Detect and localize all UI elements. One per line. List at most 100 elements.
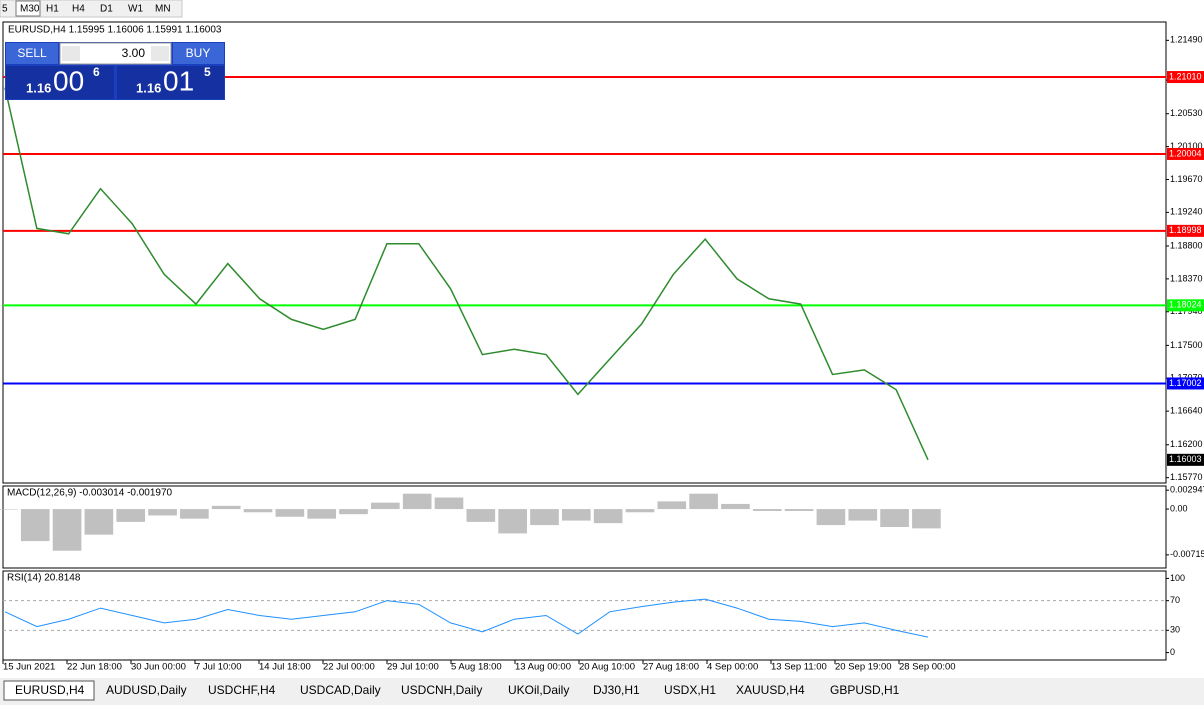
y-tick-label: -0.00715 — [1170, 549, 1204, 559]
y-tick-label: 100 — [1170, 573, 1185, 583]
bid-box[interactable] — [6, 66, 114, 99]
timeframe-button[interactable]: D1 — [100, 4, 113, 15]
x-tick-label: 30 Jun 00:00 — [131, 662, 186, 673]
tab-label[interactable]: UKOil,Daily — [508, 683, 569, 697]
tab-label[interactable]: EURUSD,H4 — [15, 683, 85, 697]
tab-label[interactable]: USDX,H1 — [664, 683, 716, 697]
sell-label[interactable]: SELL — [17, 46, 47, 60]
tab-label[interactable]: USDCHF,H4 — [208, 683, 276, 697]
tab-label[interactable]: XAUUSD,H4 — [736, 683, 805, 697]
macd-bar — [402, 493, 432, 510]
level-price-box — [1167, 377, 1204, 390]
macd-bar — [689, 493, 718, 510]
tab-label[interactable]: AUDUSD,Daily — [106, 683, 187, 697]
y-tick-label: 1.21490 — [1170, 35, 1203, 45]
macd-bar — [434, 497, 464, 510]
ask-point: 5 — [204, 65, 211, 79]
tab[interactable] — [500, 681, 581, 700]
x-tick-label: 20 Sep 19:00 — [835, 662, 892, 673]
current-price-box — [1167, 453, 1204, 466]
x-tick-label: 28 Sep 00:00 — [899, 662, 956, 673]
macd-bar — [116, 509, 146, 522]
sell-button[interactable] — [6, 43, 58, 64]
tab-label[interactable]: USDCAD,Daily — [300, 683, 381, 697]
macd-bar — [530, 509, 559, 526]
x-tick-label: 15 Jun 2021 — [3, 662, 55, 673]
macd-bar — [848, 509, 878, 521]
y-tick-label: 1.16640 — [1170, 406, 1203, 416]
timeframe-button[interactable]: W1 — [128, 4, 143, 15]
y-tick-label: 70 — [1170, 595, 1180, 605]
macd-bar — [243, 509, 273, 513]
one-click-trading: SELL 3.00 BUY 1.16 00 6 1.16 01 5 — [5, 42, 225, 100]
level-price-box — [1167, 224, 1204, 237]
macd-bar — [816, 509, 846, 526]
x-tick-label: 13 Aug 00:00 — [515, 662, 571, 673]
macd-bar — [657, 501, 687, 510]
macd-bar — [371, 502, 400, 510]
buy-label[interactable]: BUY — [186, 46, 211, 60]
y-tick-label: 1.15770 — [1170, 472, 1203, 482]
lots-down[interactable] — [62, 46, 80, 61]
macd-bar — [180, 509, 209, 519]
macd-bar — [275, 509, 305, 517]
y-tick-label: 1.19670 — [1170, 174, 1203, 184]
x-tick-label: 5 Aug 18:00 — [451, 662, 502, 673]
tab[interactable] — [656, 681, 724, 700]
timeframe-active[interactable] — [15, 0, 41, 17]
y-tick-label: 0.002947 — [1170, 485, 1204, 495]
macd-bar — [912, 509, 941, 529]
timeframe-button[interactable]: 5 — [2, 4, 8, 15]
x-tick-label: 7 Jul 10:00 — [195, 662, 241, 673]
level-price-label: 1.21010 — [1169, 71, 1202, 81]
timeframe-button[interactable]: MN — [155, 4, 171, 15]
tab[interactable] — [728, 681, 818, 700]
y-tick-label: 1.20530 — [1170, 108, 1203, 118]
macd-bar — [466, 509, 496, 522]
tab-label[interactable]: GBPUSD,H1 — [830, 683, 900, 697]
x-tick-label: 13 Sep 11:00 — [771, 662, 827, 673]
y-tick-label: 1.16200 — [1170, 439, 1203, 449]
level-price-box — [1167, 299, 1204, 312]
price-pane — [2, 21, 1167, 484]
timeframe-button[interactable]: H4 — [72, 4, 85, 15]
macd-bar — [593, 509, 623, 524]
lots-value[interactable]: 3.00 — [122, 46, 146, 60]
tab[interactable] — [822, 681, 908, 700]
macd-bar — [211, 505, 241, 510]
x-tick-label: 22 Jun 18:00 — [67, 662, 122, 673]
tab[interactable] — [200, 681, 288, 700]
tab[interactable] — [292, 681, 389, 700]
lots-up[interactable] — [151, 46, 169, 61]
y-tick-label: 30 — [1170, 625, 1180, 635]
tab[interactable] — [585, 681, 652, 700]
ask-box[interactable] — [117, 66, 224, 99]
timeframe-button[interactable]: H1 — [46, 4, 59, 15]
bid-big: 1.16 — [26, 80, 51, 95]
x-tick-label: 22 Jul 00:00 — [323, 662, 375, 673]
tab[interactable] — [98, 681, 196, 700]
macd-bar — [0, 509, 18, 510]
tab-label[interactable]: USDCNH,Daily — [401, 683, 482, 697]
lots-field[interactable] — [59, 42, 172, 65]
macd-bar — [339, 509, 368, 515]
price-line — [4, 87, 929, 461]
tab[interactable] — [3, 680, 95, 701]
macd-bar — [880, 509, 909, 527]
buy-button[interactable] — [173, 43, 224, 64]
y-tick-label: 0 — [1170, 647, 1175, 657]
level-price-label: 1.18998 — [1169, 225, 1202, 235]
bid-pips: 00 — [53, 65, 84, 96]
level-price-label: 1.18024 — [1169, 300, 1202, 310]
timeframe-toolbar — [0, 0, 183, 18]
macd-bar — [498, 509, 527, 534]
tab[interactable] — [393, 681, 496, 700]
timeframe-button[interactable]: M30 — [20, 4, 40, 15]
tab-label[interactable]: DJ30,H1 — [593, 683, 640, 697]
macd-bar — [307, 509, 337, 519]
macd-title: MACD(12,26,9) -0.003014 -0.001970 — [7, 488, 173, 499]
x-tick-label: 14 Jul 18:00 — [259, 662, 311, 673]
y-tick-label: 1.20100 — [1170, 141, 1203, 151]
